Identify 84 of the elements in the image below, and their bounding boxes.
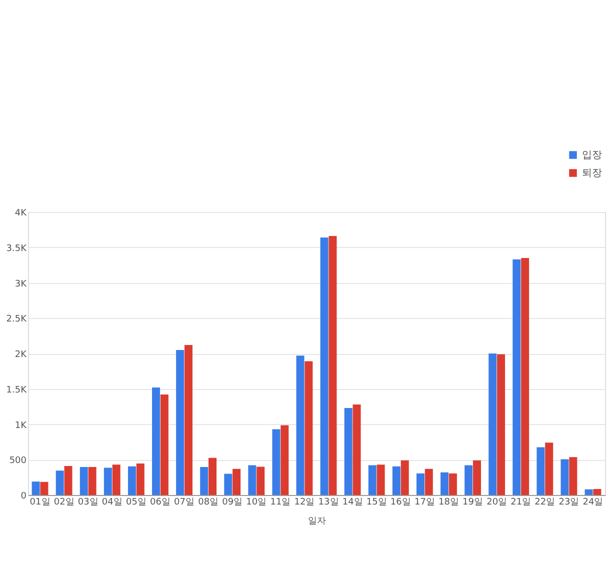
x-tick-label: 03일: [78, 498, 98, 508]
y-tick-label: 500: [9, 456, 27, 466]
x-tick-label: 08일: [198, 498, 219, 508]
bar: [464, 465, 473, 495]
bar: [569, 457, 578, 495]
x-tick-label: 15일: [366, 498, 387, 508]
x-tick-label: 24일: [582, 498, 604, 508]
x-tick-label: 10일: [246, 498, 267, 508]
bar: [256, 466, 265, 495]
x-tick-label: 11일: [270, 498, 291, 508]
bar: [440, 472, 449, 495]
bar: [88, 467, 96, 495]
x-tick-label: 19일: [462, 498, 483, 508]
bar: [56, 470, 64, 495]
y-tick-label: 2K: [14, 350, 28, 360]
bar: [128, 466, 136, 495]
bar: [320, 237, 328, 495]
y-tick-label: 1.5K: [6, 385, 28, 396]
bar: [593, 488, 602, 495]
x-tick-label: 17일: [414, 498, 435, 508]
bar: [584, 489, 593, 495]
bar: [80, 467, 88, 495]
bar: [521, 258, 530, 495]
y-tick-label: 3K: [14, 279, 28, 290]
bar: [64, 466, 72, 495]
bar: [32, 482, 40, 495]
x-tick-label: 13일: [318, 498, 339, 508]
y-tick-label: 3.5K: [6, 244, 28, 254]
x-tick-label: 16일: [390, 498, 411, 508]
bar: [176, 350, 184, 495]
legend-label: 퇴장: [582, 168, 602, 179]
bar: [296, 356, 304, 495]
bar: [280, 425, 289, 495]
bar: [376, 464, 385, 495]
bar: [368, 465, 376, 495]
x-tick-label: 23일: [558, 498, 580, 508]
x-tick-label: 05일: [126, 498, 146, 508]
x-tick-label: 20일: [486, 498, 508, 508]
x-tick-label: 07일: [174, 498, 194, 508]
bar: [328, 236, 337, 495]
x-tick-label: 09일: [222, 498, 243, 508]
bar: [352, 404, 361, 495]
y-tick-label: 0: [20, 492, 27, 502]
bar: [488, 354, 497, 495]
y-tick-label: 1K: [14, 420, 28, 431]
x-tick-label: 12일: [294, 498, 315, 508]
bar: [424, 468, 433, 495]
bar: [272, 429, 280, 495]
x-tick-label: 01일: [30, 498, 50, 508]
bar: [224, 474, 232, 495]
y-tick-label: 4K: [14, 208, 28, 218]
bar: [184, 345, 192, 495]
bar: [545, 442, 554, 495]
bar: [152, 387, 160, 495]
bar: [200, 467, 208, 495]
bar: [472, 460, 481, 495]
x-tick-label: 21일: [510, 498, 532, 508]
x-tick-label: 18일: [438, 498, 459, 508]
x-tick-label: 14일: [342, 498, 363, 508]
bar: [40, 482, 48, 495]
x-tick-label: 02일: [54, 498, 74, 508]
x-tick-label: 04일: [102, 498, 122, 508]
bar: [512, 259, 521, 495]
bar: [232, 468, 241, 495]
bar: [400, 460, 409, 495]
bar: [208, 458, 217, 495]
bar: [448, 473, 457, 495]
bar: [304, 361, 313, 495]
bar: [416, 473, 424, 495]
bar: [497, 354, 506, 495]
bar: [536, 447, 545, 495]
bar: [160, 394, 168, 495]
bar: [560, 459, 569, 495]
bar: [344, 408, 352, 495]
x-tick-label: 06일: [150, 498, 170, 508]
bar: [104, 468, 112, 495]
x-tick-label: 22일: [534, 498, 556, 508]
bar: [136, 464, 144, 495]
legend-label: 입장: [582, 150, 602, 161]
y-tick-label: 2.5K: [6, 314, 28, 325]
bar: [392, 466, 400, 495]
bar: [248, 465, 256, 495]
bar: [112, 464, 120, 495]
x-axis-title: 일자: [308, 516, 326, 526]
